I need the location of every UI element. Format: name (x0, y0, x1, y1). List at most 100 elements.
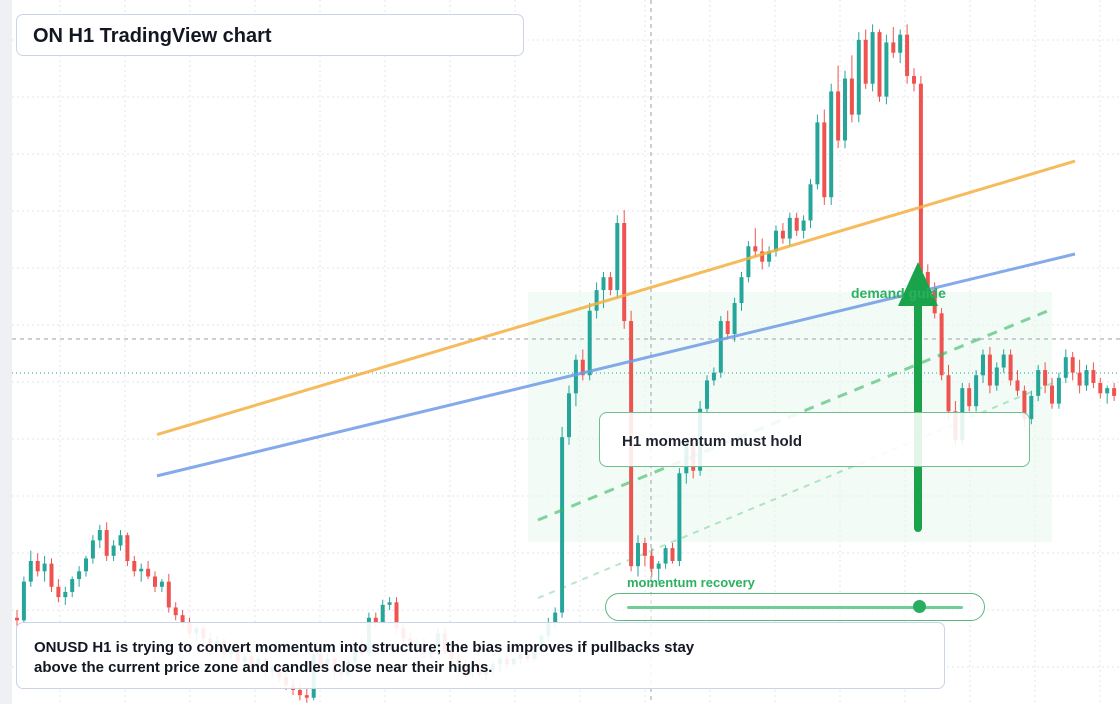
candle (705, 375, 709, 414)
candle (615, 215, 620, 298)
candle-body (918, 83, 923, 273)
callout-box: H1 momentum must hold (599, 412, 1030, 467)
candle-body (118, 535, 123, 546)
candle (1043, 362, 1048, 394)
candle (767, 246, 772, 267)
candle-body (553, 612, 558, 623)
candle-body (760, 251, 765, 262)
candle-body (159, 581, 164, 587)
candle-body (567, 393, 571, 438)
candle-body (35, 561, 40, 572)
candle-body (580, 359, 585, 376)
candle (912, 68, 916, 92)
candle (35, 553, 40, 577)
candle (587, 303, 592, 381)
candle (1112, 382, 1117, 402)
momentum-slider[interactable] (605, 593, 985, 621)
candle-body (28, 561, 33, 582)
candle (1105, 385, 1110, 404)
candle-body (1077, 372, 1082, 386)
candle-body (173, 607, 178, 616)
candle-body (1084, 370, 1089, 386)
candle-body (670, 548, 675, 561)
candle (1091, 362, 1096, 389)
candle (567, 385, 571, 445)
candle-body (849, 78, 854, 115)
candle (642, 537, 647, 567)
candle-body (891, 42, 896, 53)
candle-body (946, 375, 951, 412)
candle-body (615, 223, 620, 291)
candle (594, 282, 599, 319)
candle (1063, 349, 1068, 383)
candle (70, 576, 75, 598)
candle-body (981, 354, 985, 376)
candle (725, 310, 730, 340)
candle (28, 550, 33, 587)
candle-body (153, 576, 157, 587)
candle-body (1070, 357, 1075, 373)
candle (794, 212, 799, 236)
candle (967, 382, 972, 412)
candle-body (573, 359, 578, 394)
candle-body (608, 277, 613, 291)
candle-body (705, 380, 709, 409)
candle (153, 571, 157, 592)
candle (877, 29, 882, 102)
candle-body (180, 615, 185, 623)
candle-body (622, 223, 627, 322)
candle-body (912, 75, 916, 84)
candle-body (132, 561, 137, 572)
candle-body (49, 563, 54, 587)
candle (884, 34, 889, 105)
candle (1008, 349, 1013, 386)
candle-body (884, 42, 889, 97)
candle-body (774, 230, 778, 252)
candle-body (104, 530, 109, 556)
candle (42, 555, 47, 582)
candle (111, 540, 116, 561)
candle (104, 522, 109, 561)
candle (974, 370, 979, 412)
candle (863, 29, 868, 89)
candle-body (732, 303, 737, 334)
candle-body (780, 230, 785, 239)
candle-body (125, 535, 130, 561)
candle-body (739, 277, 744, 303)
left-scale-strip (0, 0, 12, 704)
candle-body (63, 591, 68, 598)
candle (815, 114, 820, 190)
candle-body (939, 313, 944, 376)
candle-body (387, 602, 392, 605)
candle-body (856, 39, 861, 115)
candle-body (56, 586, 61, 598)
candle (580, 349, 585, 381)
momentum-label: momentum recovery (627, 575, 755, 590)
candle-body (967, 388, 972, 407)
candle (56, 579, 61, 603)
candle (753, 228, 758, 257)
candle-body (1036, 370, 1041, 396)
candle-body (767, 251, 772, 262)
candle (1029, 390, 1034, 425)
candle (836, 65, 841, 149)
candle-body (587, 310, 592, 376)
candle (1056, 372, 1061, 409)
candle-body (84, 558, 88, 572)
candle-body (994, 367, 999, 386)
momentum-slider-knob[interactable] (913, 600, 927, 613)
candle-body (974, 375, 979, 407)
candle (387, 597, 392, 611)
candle (711, 367, 716, 386)
candle (898, 29, 903, 64)
trendline-orange (156, 159, 1076, 437)
candle-body (1056, 377, 1061, 404)
candle (97, 524, 102, 549)
candle-body (808, 184, 813, 221)
candle-body (815, 122, 820, 185)
candle (746, 241, 751, 283)
candle-body (843, 78, 847, 141)
candle (870, 24, 875, 92)
candle (132, 555, 137, 577)
candle (987, 346, 992, 394)
